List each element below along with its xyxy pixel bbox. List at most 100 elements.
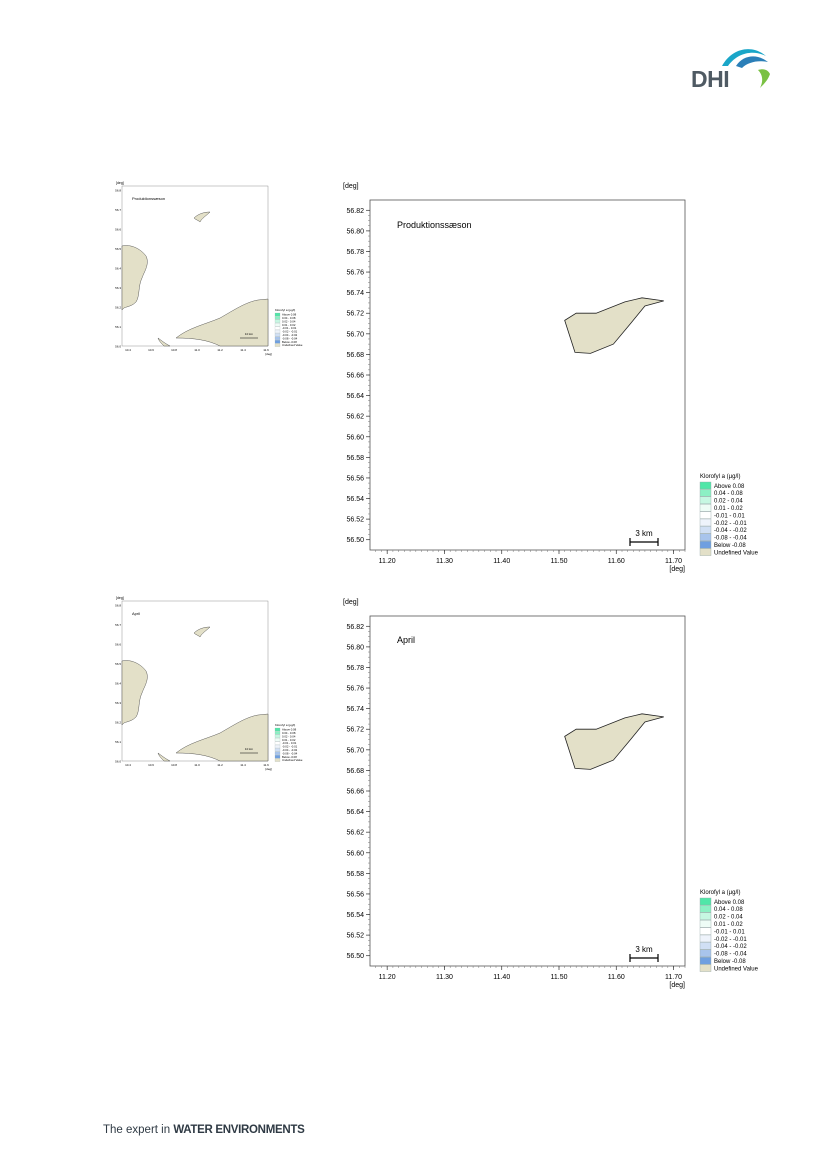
x-tick-label: 10.4 [125,348,131,352]
x-tick-label: 11.20 [379,974,396,981]
legend-label: -0.01 - 0.01 [714,929,745,935]
legend-label: Below -0.08 [714,959,746,965]
legend-label: -0.04 - -0.02 [282,748,298,752]
x-tick-label: 11.2 [217,348,223,352]
legend-label: Above 0.08 [282,728,297,732]
panel-title: April [397,635,415,645]
y-tick-label: 56.54 [346,912,364,919]
x-tick-label: 11.0 [194,348,200,352]
legend-label: 0.02 - 0.04 [282,734,296,738]
legend-swatch [699,548,712,556]
land-west [121,660,148,726]
x-tick-label: 11.60 [608,558,625,565]
y-tick-label: 56.3 [115,286,121,290]
legend-swatch [699,526,712,534]
legend-label: 0.04 - 0.08 [714,907,743,913]
y-tick-label: 56.76 [346,686,364,693]
logo-wave-2 [736,56,768,68]
x-unit-label: [deg] [265,767,272,771]
legend-label: Undefined Value [282,758,303,762]
x-tick-label: 11.4 [240,763,246,767]
y-tick-label: 56.62 [346,830,364,837]
legend-swatch [699,489,712,497]
x-tick-label: 11.40 [493,558,510,565]
legend-label: 0.02 - 0.04 [282,319,296,323]
legend-label: -0.04 - -0.02 [714,944,747,950]
legend-label: 0.01 - 0.02 [282,323,296,327]
legend-label: -0.08 - -0.04 [282,751,298,755]
legend-swatch [274,731,281,735]
logo-wave-3 [758,69,770,88]
x-tick-label: 11.70 [665,558,682,565]
legend-label: 0.01 - 0.02 [714,506,743,512]
legend-label: 0.01 - 0.02 [282,738,296,742]
legend-swatch [274,758,281,762]
x-tick-label: 11.0 [194,763,200,767]
y-tick-label: 56.70 [346,747,364,754]
x-tick-label: 10.4 [125,763,131,767]
y-tick-label: 56.56 [346,891,364,898]
legend-title: Klorofyl a (µg/l) [700,474,740,480]
y-tick-label: 56.6 [115,228,121,232]
y-tick-label: 56.58 [346,455,364,462]
legend-label: -0.02 - -0.01 [714,937,747,943]
y-tick-label: 56.1 [115,325,121,329]
y-tick-label: 56.50 [346,953,364,960]
legend-swatch [699,897,712,906]
legend-title: Klorofyl a (µg/l) [275,723,295,727]
y-tick-label: 56.80 [346,228,364,235]
legend-swatch [699,912,712,920]
y-tick-label: 56.66 [346,373,364,380]
island-polygon [564,713,664,770]
y-tick-label: 56.5 [115,247,121,251]
footer-tagline: The expert in WATER ENVIRONMENTS [103,1124,305,1136]
legend-swatch [274,751,281,755]
y-tick-label: 56.4 [115,682,121,686]
legend-label: 0.04 - 0.08 [714,491,743,497]
legend-swatch [274,333,281,337]
legend-label: -0.08 - -0.04 [714,952,747,958]
overview-map-1: [deg] Produktionssæson 56.8 56.7 56.6 56.5 56.… [115,181,303,356]
plot-frame [369,199,686,551]
legend-swatch [699,511,712,519]
legend-swatch [699,533,712,541]
legend-label: Below -0.08 [282,755,297,759]
x-unit-label: [deg] [265,352,272,356]
land-islet-south [157,337,171,347]
legend-label: Undefined Value [282,343,303,347]
x-tick-label: 11.60 [608,974,625,981]
y-tick-label: 56.7 [115,208,121,212]
y-tick-label: 56.74 [346,706,364,713]
legend-swatch [274,741,281,745]
x-tick-label: 11.4 [240,348,246,352]
legend-label: 0.01 - 0.02 [714,922,743,928]
y-tick-label: 56.4 [115,267,121,271]
legend-swatch [274,312,281,317]
x-tick-label: 11.20 [379,558,396,565]
legend-label: -0.02 - -0.01 [714,521,747,527]
legend-label: -0.08 - -0.04 [714,536,747,542]
x-tick-label: 11.40 [493,974,510,981]
x-tick-label: 10.6 [148,348,154,352]
x-tick-label: 11.2 [217,763,223,767]
scale-bar-label: 10 km [245,332,254,336]
legend-label: Below -0.08 [282,340,297,344]
legend-swatch [699,942,712,950]
land-island-north [193,211,211,223]
scale-bar-label: 3 km [635,945,653,954]
y-tick-label: 56.82 [346,208,364,215]
legend-swatch [274,343,281,347]
y-tick-label: 56.64 [346,393,364,400]
dhi-logo [722,49,770,88]
y-tick-label: 56.7 [115,623,121,627]
x-tick-label: 11.30 [436,974,453,981]
legend-label: 0.04 - 0.08 [282,731,296,735]
y-tick-label: 56.54 [346,496,364,503]
x-tick-label: 11.70 [665,974,682,981]
y-unit-label: [deg] [116,181,124,185]
legend-swatch [699,518,712,527]
island-polygon [564,297,664,354]
x-tick-label: 11.50 [551,974,568,981]
x-tick-label: 10.8 [171,763,177,767]
legend-label: -0.02 - -0.01 [282,330,298,334]
